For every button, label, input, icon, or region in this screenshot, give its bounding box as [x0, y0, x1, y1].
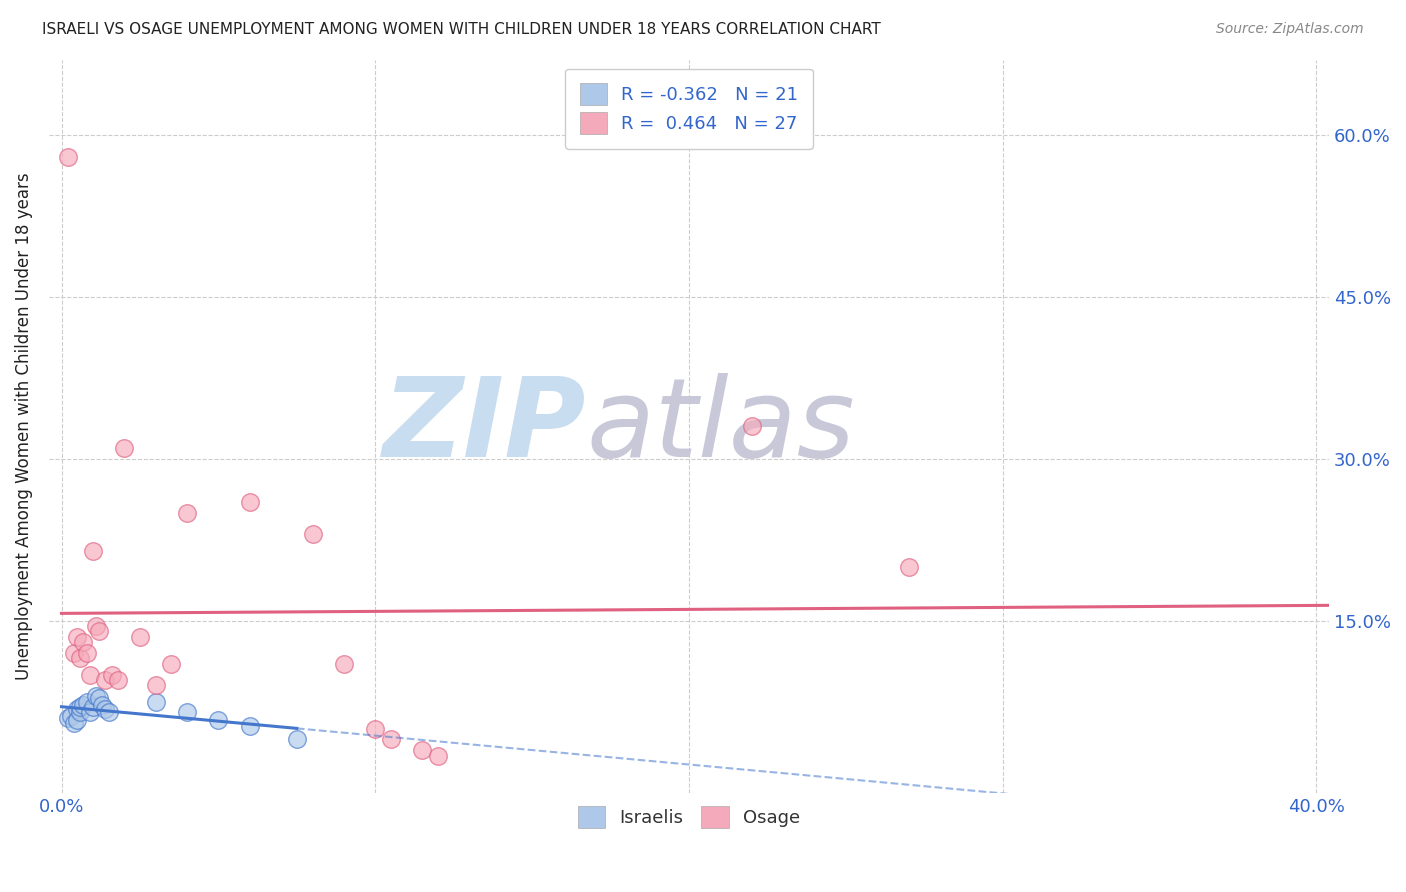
Point	[69, 651, 91, 665]
Text: atlas: atlas	[586, 373, 855, 480]
Text: Source: ZipAtlas.com: Source: ZipAtlas.com	[1216, 22, 1364, 37]
Point	[66, 630, 89, 644]
Point	[94, 702, 117, 716]
Point	[66, 702, 89, 716]
Point	[427, 748, 450, 763]
Point	[82, 543, 104, 558]
Point	[100, 667, 122, 681]
Point	[176, 506, 198, 520]
Point	[160, 657, 183, 671]
Point	[66, 713, 89, 727]
Legend: Israelis, Osage: Israelis, Osage	[571, 799, 807, 836]
Point	[69, 700, 91, 714]
Point	[239, 495, 262, 509]
Point	[59, 708, 82, 723]
Y-axis label: Unemployment Among Women with Children Under 18 years: Unemployment Among Women with Children U…	[15, 173, 32, 681]
Point	[84, 619, 107, 633]
Point	[82, 700, 104, 714]
Point	[79, 706, 101, 720]
Point	[364, 722, 387, 736]
Point	[411, 743, 433, 757]
Point	[89, 691, 111, 706]
Point	[79, 667, 101, 681]
Point	[145, 695, 167, 709]
Point	[63, 716, 86, 731]
Point	[84, 690, 107, 704]
Point	[333, 657, 356, 671]
Point	[107, 673, 129, 687]
Point	[207, 713, 229, 727]
Point	[897, 559, 920, 574]
Point	[112, 441, 135, 455]
Point	[72, 698, 94, 712]
Point	[129, 630, 152, 644]
Point	[741, 419, 763, 434]
Point	[94, 673, 117, 687]
Point	[239, 719, 262, 733]
Point	[89, 624, 111, 639]
Point	[176, 706, 198, 720]
Point	[76, 646, 98, 660]
Text: ISRAELI VS OSAGE UNEMPLOYMENT AMONG WOMEN WITH CHILDREN UNDER 18 YEARS CORRELATI: ISRAELI VS OSAGE UNEMPLOYMENT AMONG WOME…	[42, 22, 882, 37]
Point	[63, 646, 86, 660]
Point	[285, 732, 308, 747]
Point	[91, 698, 114, 712]
Point	[69, 706, 91, 720]
Point	[76, 695, 98, 709]
Point	[56, 150, 79, 164]
Text: ZIP: ZIP	[382, 373, 586, 480]
Point	[145, 678, 167, 692]
Point	[72, 635, 94, 649]
Point	[97, 706, 120, 720]
Point	[56, 711, 79, 725]
Point	[380, 732, 402, 747]
Point	[301, 527, 323, 541]
